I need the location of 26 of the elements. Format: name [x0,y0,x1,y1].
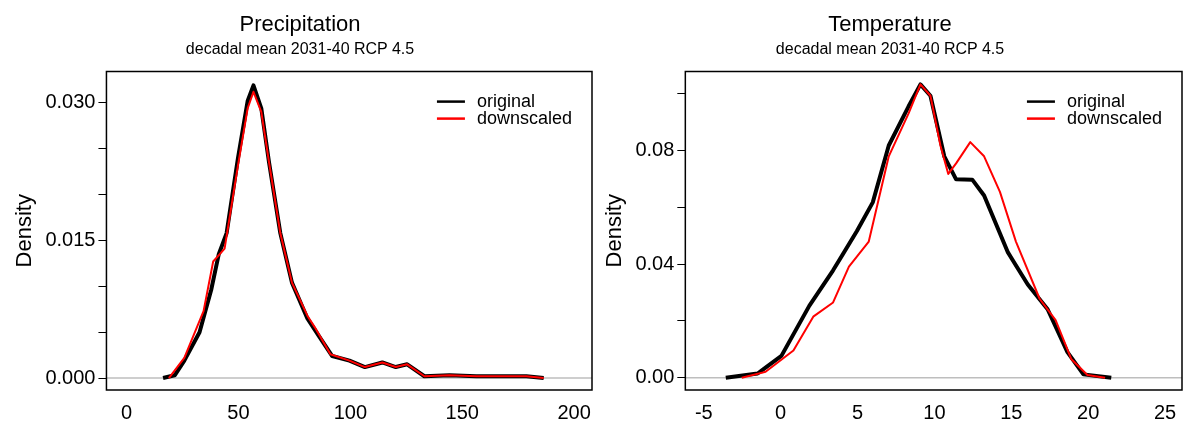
legend-label: original [476,90,535,111]
y-tick-label: 0.015 [45,227,96,250]
legend-label: original [1066,90,1125,111]
y-tick-label: 0.08 [635,137,675,160]
chart-subtitle: decadal mean 2031-40 RCP 4.5 [185,40,415,58]
y-tick-label: 0.030 [45,90,96,113]
y-tick-label: 0.00 [635,365,675,388]
y-axis-title: Density [601,194,627,268]
x-tick-label: 150 [445,400,479,423]
x-tick-label: 25 [1153,400,1177,423]
x-tick-label: -5 [694,400,713,423]
x-tick-label: 20 [1077,400,1100,423]
x-tick-label: 0 [121,400,133,423]
x-tick-label: 10 [923,400,946,423]
chart-title: Precipitation [239,11,361,37]
chart-title: Temperature [828,11,952,37]
y-tick-label: 0.04 [635,251,675,274]
x-tick-label: 100 [333,400,368,423]
y-tick-label: 0.000 [45,365,96,388]
x-tick-label: 0 [775,400,787,423]
x-tick-label: 5 [851,400,864,423]
x-tick-label: 50 [227,400,250,423]
x-tick-label: 200 [557,400,591,423]
chart-subtitle: decadal mean 2031-40 RCP 4.5 [775,40,1005,58]
y-axis-title: Density [11,194,37,268]
x-tick-label: 15 [1000,400,1023,423]
